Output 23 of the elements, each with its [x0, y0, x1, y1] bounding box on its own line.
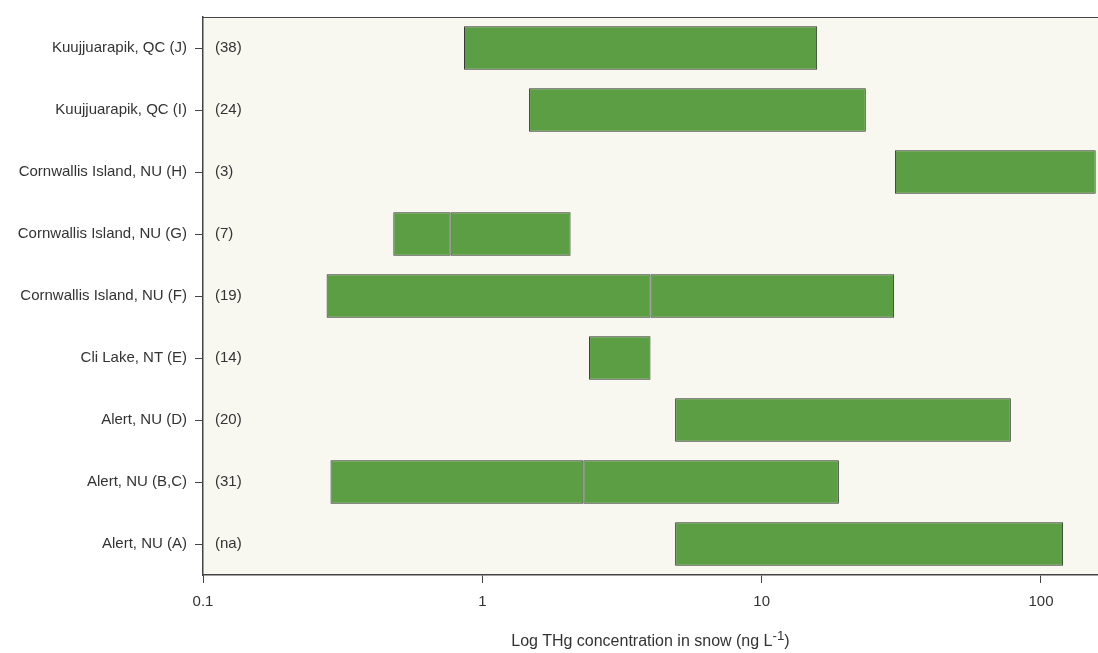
x-tick-label: 10 — [753, 592, 770, 610]
y-tick-label: Alert, NU (B,C) — [86, 472, 187, 490]
x-tick-label: 1 — [478, 592, 487, 610]
annotation: (31) — [215, 472, 242, 490]
x-tick-label: 100 — [1028, 592, 1054, 610]
annotation: (7) — [215, 224, 234, 242]
y-tick-label: Kuujjuarapik, QC (I) — [55, 100, 187, 118]
x-tick-label: 0.1 — [192, 592, 214, 610]
annotation: (14) — [215, 348, 242, 366]
annotation: (20) — [215, 410, 242, 428]
y-tick-label: Cornwallis Island, NU (H) — [18, 162, 187, 180]
y-tick-label: Kuujjuarapik, QC (J) — [51, 38, 187, 56]
annotation: (19) — [215, 286, 242, 304]
y-tick-label: Alert, NU (A) — [101, 534, 187, 552]
x-axis-title: Log THg concentration in snow (ng L$^{-1}$) — [510, 628, 791, 651]
annotation: (na) — [215, 534, 242, 552]
annotation: (3) — [215, 162, 234, 180]
annotation: (38) — [215, 38, 242, 56]
y-tick-label: Cornwallis Island, NU (G) — [17, 224, 187, 242]
y-tick-label: Cli Lake, NT (E) — [80, 348, 187, 366]
y-tick-label: Alert, NU (D) — [101, 410, 187, 428]
y-tick-label: Cornwallis Island, NU (F) — [20, 286, 187, 304]
annotation: (24) — [215, 100, 242, 118]
